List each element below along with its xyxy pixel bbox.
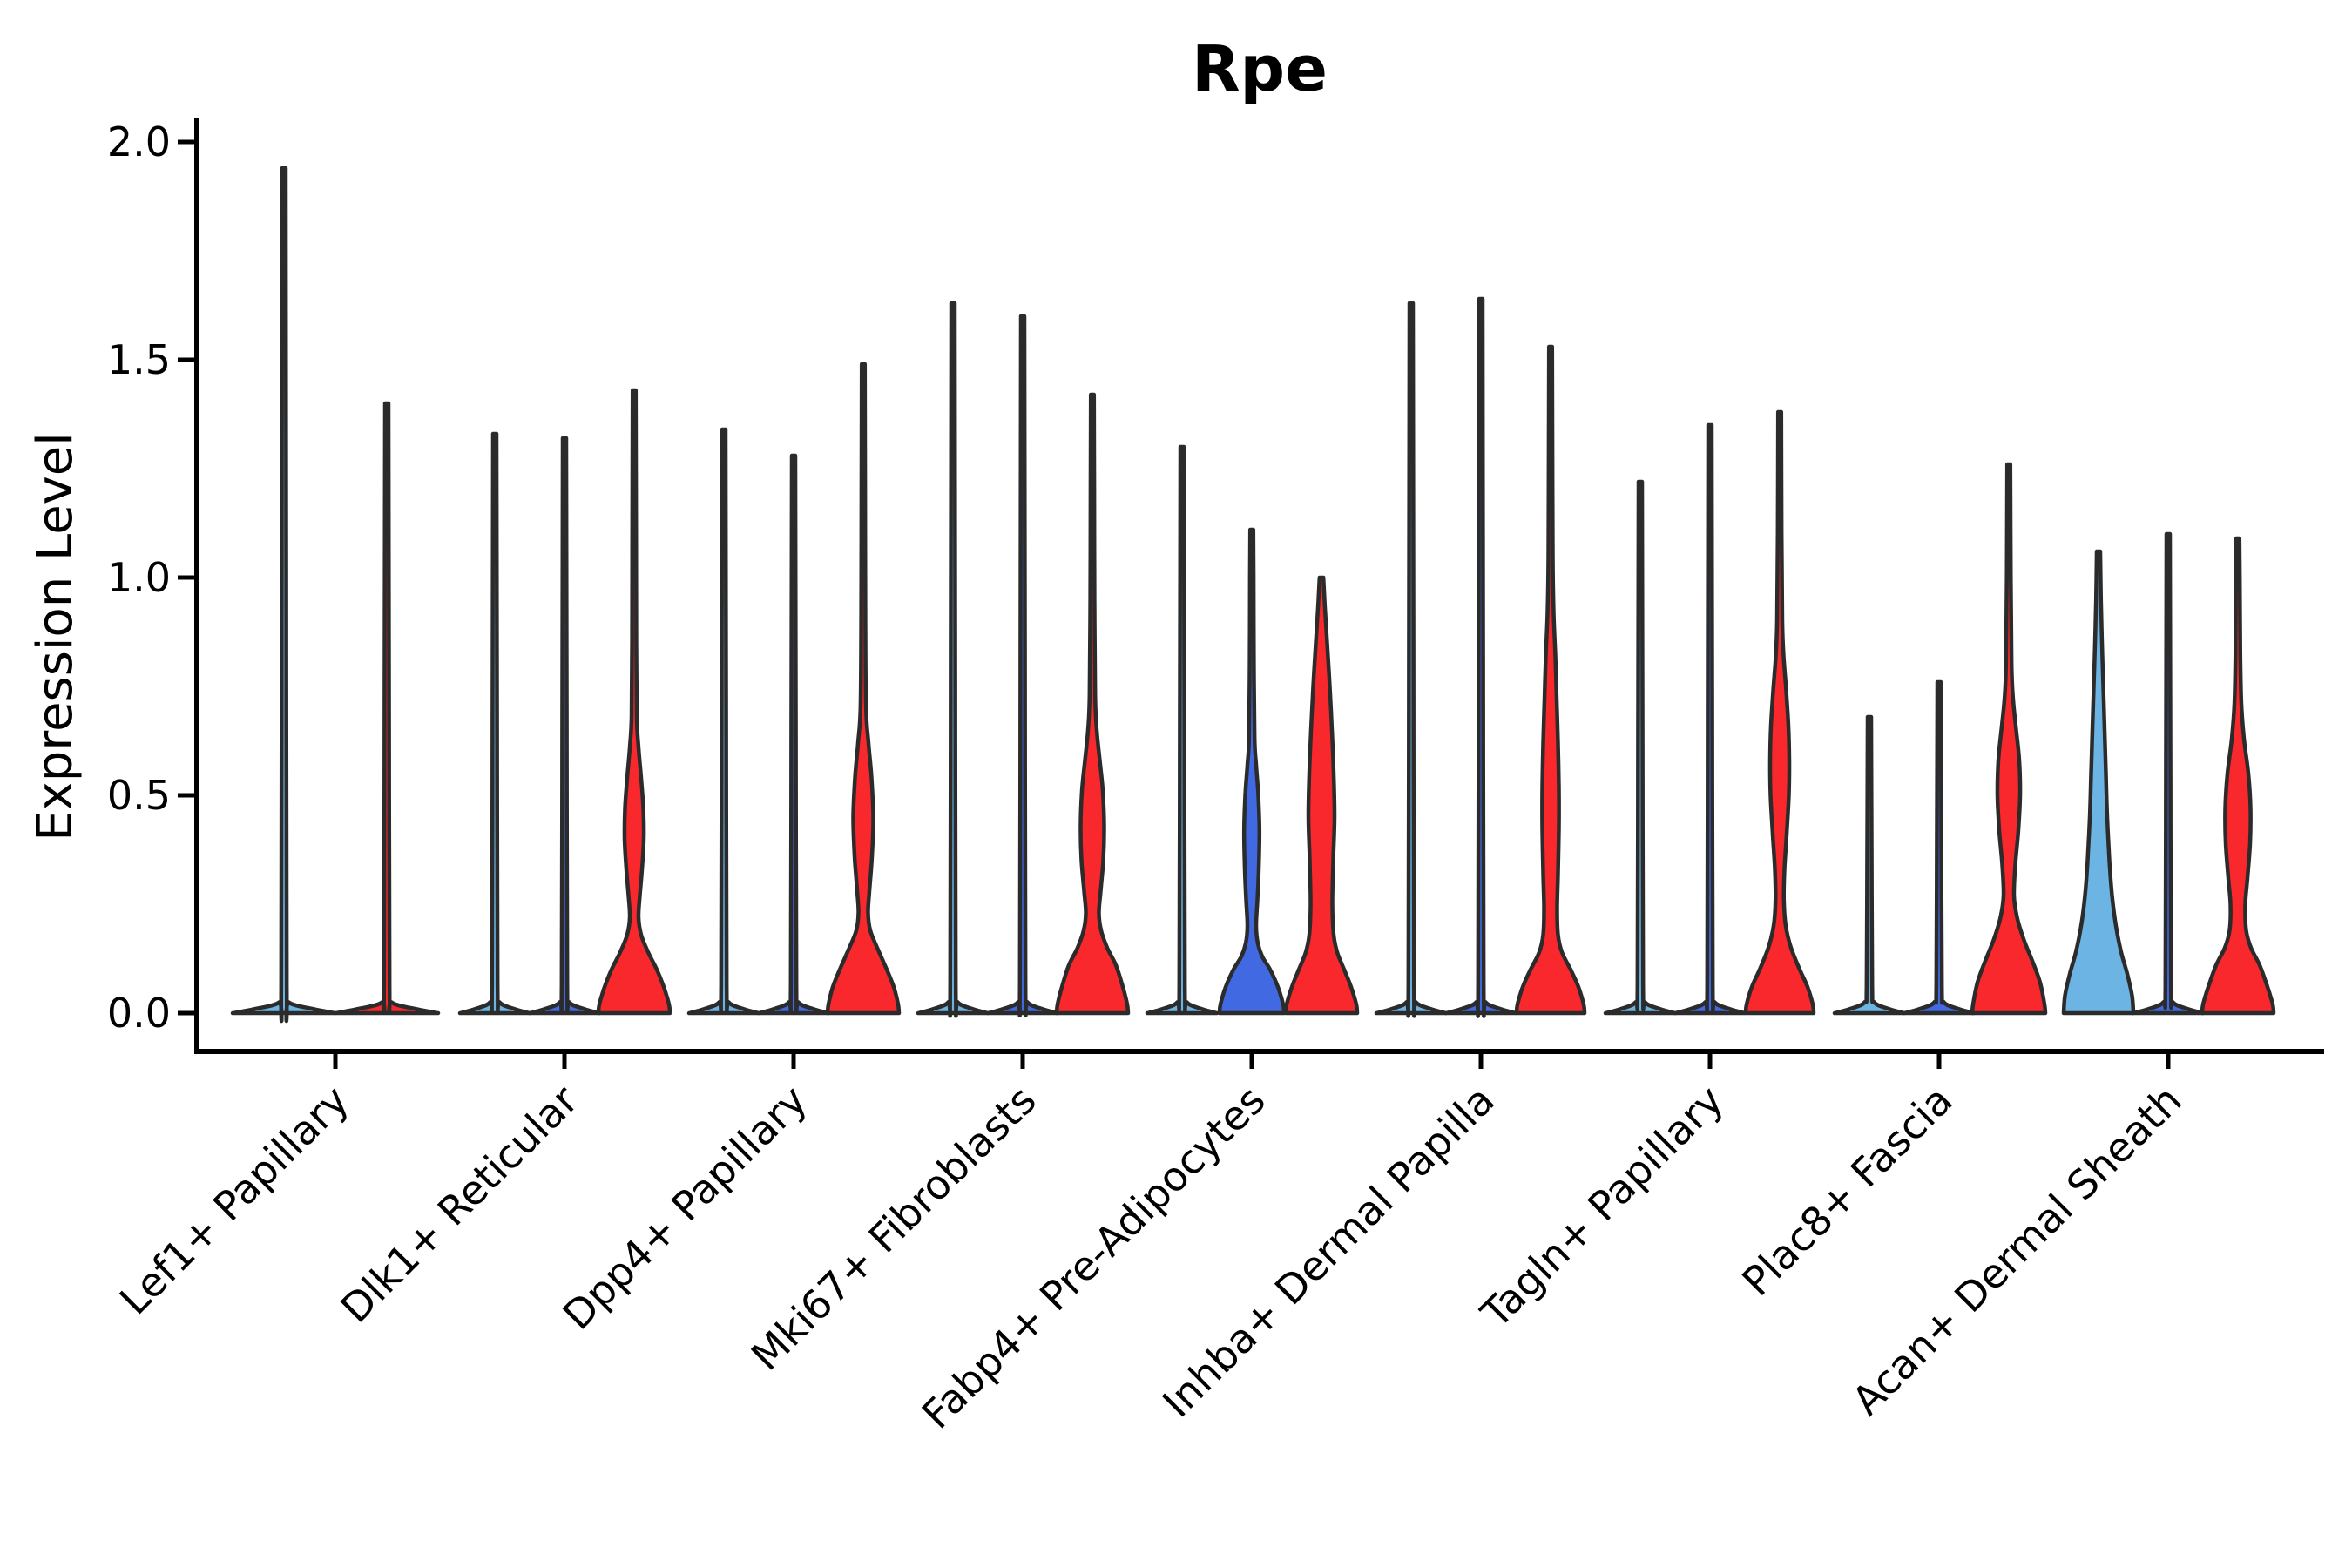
violin xyxy=(333,401,441,1016)
violin xyxy=(1054,392,1131,1016)
x-tick-label: Dpp4+ Papillary xyxy=(554,1077,816,1339)
violin xyxy=(1832,714,1907,1016)
violin-group xyxy=(1603,409,1816,1016)
violin-group xyxy=(1145,444,1360,1016)
violin xyxy=(1970,462,2048,1016)
violin-group xyxy=(686,362,902,1016)
violin xyxy=(1603,479,1678,1016)
violins-layer xyxy=(230,166,2276,1024)
y-axis-label: Expression Level xyxy=(27,432,84,841)
x-tick-label: Lef1+ Papillary xyxy=(111,1077,358,1324)
violin xyxy=(2131,531,2206,1016)
violin xyxy=(2061,549,2136,1016)
violin xyxy=(2200,536,2276,1016)
violin xyxy=(1145,444,1220,1016)
y-tick-label: 1.5 xyxy=(107,336,171,383)
violin xyxy=(1514,344,1587,1016)
violin xyxy=(230,166,338,1024)
violin xyxy=(1283,575,1360,1016)
violin-group xyxy=(457,388,672,1016)
violin xyxy=(985,314,1060,1018)
violin xyxy=(596,388,672,1016)
y-tick-label: 0.0 xyxy=(107,990,171,1037)
violin-group xyxy=(1832,462,2048,1016)
violin xyxy=(457,431,532,1016)
violin xyxy=(1217,527,1287,1016)
violin xyxy=(1443,296,1518,1018)
violin xyxy=(1673,422,1747,1016)
violin xyxy=(1374,301,1449,1018)
plot-title: Rpe xyxy=(1192,32,1328,105)
x-tick-label: Dlk1+ Reticular xyxy=(332,1077,587,1332)
violin-group xyxy=(2061,531,2276,1016)
violin xyxy=(916,301,990,1018)
violin xyxy=(756,453,831,1016)
y-tick-label: 2.0 xyxy=(107,118,171,166)
violin xyxy=(686,427,761,1016)
violin-group xyxy=(230,166,441,1024)
y-tick-label: 1.0 xyxy=(107,554,171,601)
violin-group xyxy=(1374,296,1587,1018)
y-tick-label: 0.5 xyxy=(107,772,171,819)
violin xyxy=(1743,409,1816,1016)
violin xyxy=(825,362,902,1016)
violin xyxy=(527,436,602,1016)
y-axis-ticks: 0.0 0.5 1.0 1.5 2.0 xyxy=(107,118,197,1037)
violin-group xyxy=(916,301,1131,1018)
violin xyxy=(1902,679,1977,1016)
x-tick-label: Tagln+ Papillary xyxy=(1471,1077,1733,1338)
x-tick-label: Plac8+ Fascia xyxy=(1733,1077,1961,1305)
